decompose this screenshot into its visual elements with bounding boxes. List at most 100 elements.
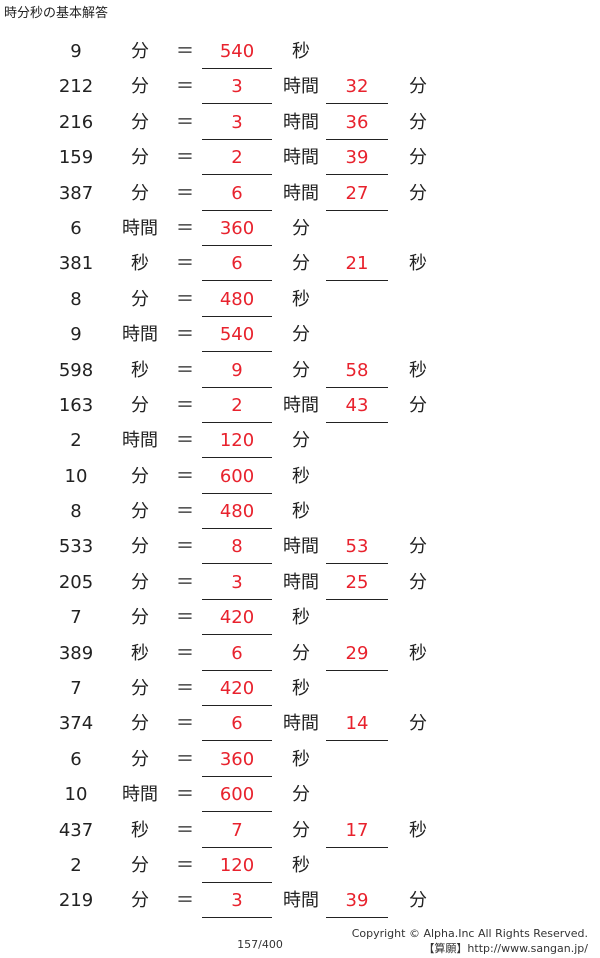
equals-sign: ＝ <box>176 324 194 346</box>
answer-unit-primary: 時間 <box>283 890 319 912</box>
answer-row: 205 分 ＝ 3 時間 25 分 <box>0 567 600 602</box>
answer-unit-primary: 秒 <box>292 854 310 876</box>
answer-secondary: 21 <box>326 252 388 282</box>
given-unit: 秒 <box>131 819 149 841</box>
answer-primary: 480 <box>202 500 272 530</box>
answer-unit-primary: 分 <box>292 217 310 239</box>
given-unit: 分 <box>131 76 149 98</box>
answer-unit-primary: 時間 <box>283 536 319 558</box>
equals-sign: ＝ <box>176 111 194 133</box>
answer-row: 6 分 ＝ 360 秒 <box>0 744 600 779</box>
answer-unit-secondary: 分 <box>409 571 427 593</box>
equals-sign: ＝ <box>176 642 194 664</box>
answer-unit-primary: 時間 <box>283 76 319 98</box>
answer-primary: 600 <box>202 465 272 494</box>
problem-number: 533 <box>58 536 94 558</box>
answer-unit-secondary: 分 <box>409 394 427 416</box>
copyright-text: Copyright © Alpha.Inc All Rights Reserve… <box>351 927 588 940</box>
answer-primary: 6 <box>202 182 272 211</box>
equals-sign: ＝ <box>176 501 194 523</box>
problem-number: 6 <box>70 217 82 239</box>
answer-unit-secondary: 秒 <box>409 253 427 275</box>
equals-sign: ＝ <box>176 465 194 487</box>
answer-primary: 3 <box>202 889 272 919</box>
answer-unit-secondary: 分 <box>409 147 427 169</box>
given-unit: 分 <box>131 607 149 629</box>
answer-primary: 3 <box>202 111 272 140</box>
problem-number: 212 <box>58 76 94 98</box>
answer-unit-primary: 時間 <box>283 111 319 133</box>
answer-row: 10 時間 ＝ 600 分 <box>0 779 600 814</box>
answer-row: 219 分 ＝ 3 時間 39 分 <box>0 885 600 920</box>
answer-unit-primary: 秒 <box>292 748 310 770</box>
given-unit: 分 <box>131 394 149 416</box>
answer-row: 7 分 ＝ 420 秒 <box>0 673 600 708</box>
equals-sign: ＝ <box>176 359 194 381</box>
answer-unit-secondary: 分 <box>409 536 427 558</box>
answer-row: 381 秒 ＝ 6 分 21 秒 <box>0 248 600 283</box>
equals-sign: ＝ <box>176 890 194 912</box>
given-unit: 分 <box>131 182 149 204</box>
problem-number: 205 <box>58 571 94 593</box>
site-link[interactable]: 【算願】http://www.sangan.jp/ <box>423 942 588 955</box>
answer-unit-primary: 時間 <box>283 713 319 735</box>
given-unit: 分 <box>131 890 149 912</box>
answer-row: 387 分 ＝ 6 時間 27 分 <box>0 178 600 213</box>
answer-row: 598 秒 ＝ 9 分 58 秒 <box>0 355 600 390</box>
answer-list: 9 分＝ 540 秒 212 分＝ 3 時間 32 分 216 分＝ 3 時間 36 分 159 分＝ 2 時間 39 分… <box>0 36 600 921</box>
answer-primary: 8 <box>202 535 272 565</box>
problem-number: 6 <box>70 748 82 770</box>
answer-primary: 2 <box>202 394 272 423</box>
equals-sign: ＝ <box>176 430 194 452</box>
problem-number: 389 <box>58 642 94 664</box>
page-number: 157/400 <box>237 938 283 951</box>
answer-row: 163 分 ＝ 2 時間 43 分 <box>0 390 600 425</box>
problem-number: 159 <box>58 147 94 169</box>
given-unit: 分 <box>131 536 149 558</box>
equals-sign: ＝ <box>176 394 194 416</box>
given-unit: 秒 <box>131 359 149 381</box>
answer-unit-primary: 分 <box>292 324 310 346</box>
answer-row: 10 分 ＝ 600 秒 <box>0 461 600 496</box>
problem-number: 598 <box>58 359 94 381</box>
answer-unit-primary: 分 <box>292 253 310 275</box>
given-unit: 秒 <box>131 253 149 275</box>
answer-primary: 2 <box>202 146 272 176</box>
answer-primary: 360 <box>202 748 272 777</box>
answer-unit-primary: 時間 <box>283 394 319 416</box>
given-unit: 分 <box>131 571 149 593</box>
given-unit: 分 <box>131 501 149 523</box>
answer-unit-primary: 分 <box>292 430 310 452</box>
answer-unit-primary: 分 <box>292 642 310 664</box>
answer-row: 9 分 ＝ 540 秒 <box>0 36 600 71</box>
answer-primary: 3 <box>202 75 272 105</box>
answer-row: 437 秒 ＝ 7 分 17 秒 <box>0 815 600 850</box>
equals-sign: ＝ <box>176 819 194 841</box>
given-unit: 時間 <box>122 217 158 239</box>
problem-number: 437 <box>58 819 94 841</box>
given-unit: 分 <box>131 111 149 133</box>
equals-sign: ＝ <box>176 678 194 700</box>
equals-sign: ＝ <box>176 748 194 770</box>
problem-number: 163 <box>58 394 94 416</box>
given-unit: 分 <box>131 288 149 310</box>
answer-secondary: 14 <box>326 712 388 742</box>
problem-number: 7 <box>70 678 82 700</box>
answer-row: 389 秒 ＝ 6 分 29 秒 <box>0 638 600 673</box>
page-title: 時分秒の基本解答 <box>4 6 109 21</box>
problem-number: 8 <box>70 501 82 523</box>
answer-unit-secondary: 分 <box>409 182 427 204</box>
answer-primary: 540 <box>202 323 272 353</box>
answer-primary: 120 <box>202 429 272 459</box>
answer-secondary: 17 <box>326 819 388 848</box>
answer-unit-primary: 秒 <box>292 41 310 62</box>
answer-unit-primary: 秒 <box>292 501 310 523</box>
given-unit: 秒 <box>131 642 149 664</box>
answer-unit-secondary: 分 <box>409 111 427 133</box>
answer-primary: 420 <box>202 677 272 707</box>
equals-sign: ＝ <box>176 182 194 204</box>
answer-secondary: 36 <box>326 111 388 140</box>
given-unit: 分 <box>131 41 149 62</box>
answer-row: 2 分 ＝ 120 秒 <box>0 850 600 885</box>
answer-primary: 6 <box>202 712 272 742</box>
